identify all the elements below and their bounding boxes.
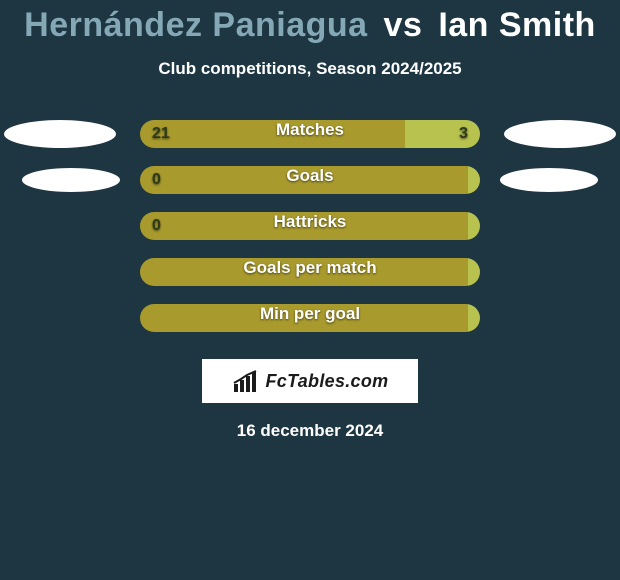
player-b-ellipse (504, 120, 616, 148)
bars-icon (232, 370, 260, 392)
logo-box: FcTables.com (202, 359, 418, 403)
metric-value-a: 0 (152, 217, 161, 235)
metric-seg-b (468, 212, 480, 240)
page-title: Hernández Paniagua vs Ian Smith (0, 0, 620, 45)
metric-bar: Min per goal (140, 304, 480, 332)
title-vs: vs (384, 6, 423, 44)
metric-bar: 213Matches (140, 120, 480, 148)
player-b-ellipse (500, 168, 598, 192)
metric-row: 0Hattricks (0, 203, 620, 249)
player-a-ellipse (22, 168, 120, 192)
metric-seg-b (468, 166, 480, 194)
metric-seg-a (140, 304, 468, 332)
title-player-b: Ian Smith (438, 6, 596, 44)
title-player-a: Hernández Paniagua (24, 6, 367, 44)
metric-seg-a: 0 (140, 212, 468, 240)
metrics-container: 213Matches0Goals0HattricksGoals per matc… (0, 111, 620, 341)
metric-row: 0Goals (0, 157, 620, 203)
metric-seg-b: 3 (405, 120, 480, 148)
subtitle: Club competitions, Season 2024/2025 (0, 59, 620, 79)
metric-seg-b (468, 258, 480, 286)
metric-row: Goals per match (0, 249, 620, 295)
date-line: 16 december 2024 (0, 421, 620, 441)
metric-seg-a: 21 (140, 120, 405, 148)
metric-bar: 0Hattricks (140, 212, 480, 240)
metric-value-b: 3 (459, 125, 468, 143)
metric-bar: 0Goals (140, 166, 480, 194)
metric-bar: Goals per match (140, 258, 480, 286)
metric-seg-b (468, 304, 480, 332)
metric-row: Min per goal (0, 295, 620, 341)
metric-value-a: 0 (152, 171, 161, 189)
logo-text: FcTables.com (266, 371, 389, 392)
metric-seg-a (140, 258, 468, 286)
metric-row: 213Matches (0, 111, 620, 157)
metric-value-a: 21 (152, 125, 170, 143)
metric-seg-a: 0 (140, 166, 468, 194)
player-a-ellipse (4, 120, 116, 148)
